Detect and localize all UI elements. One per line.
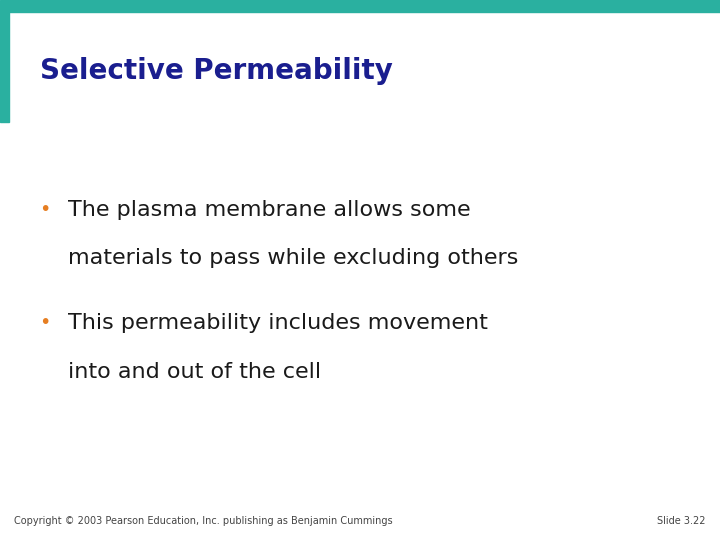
Text: Selective Permeability: Selective Permeability <box>40 57 392 85</box>
Text: Slide 3.22: Slide 3.22 <box>657 516 706 526</box>
Text: Copyright © 2003 Pearson Education, Inc. publishing as Benjamin Cummings: Copyright © 2003 Pearson Education, Inc.… <box>14 516 393 526</box>
Text: •: • <box>40 313 51 332</box>
Text: into and out of the cell: into and out of the cell <box>68 362 322 382</box>
Bar <box>0 11 9 122</box>
Text: •: • <box>40 200 51 219</box>
Bar <box>0 0 720 12</box>
Text: The plasma membrane allows some: The plasma membrane allows some <box>68 200 471 220</box>
Text: materials to pass while excluding others: materials to pass while excluding others <box>68 248 519 268</box>
Text: This permeability includes movement: This permeability includes movement <box>68 313 488 333</box>
